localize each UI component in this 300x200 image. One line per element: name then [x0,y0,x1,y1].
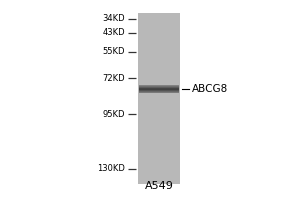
Text: A549: A549 [145,181,173,191]
Text: 130KD: 130KD [97,164,125,173]
Text: 34KD: 34KD [103,14,125,23]
Text: 72KD: 72KD [103,74,125,83]
Text: ABCG8: ABCG8 [192,84,228,94]
Text: 43KD: 43KD [103,28,125,37]
Text: 95KD: 95KD [103,110,125,119]
Text: 55KD: 55KD [103,47,125,56]
